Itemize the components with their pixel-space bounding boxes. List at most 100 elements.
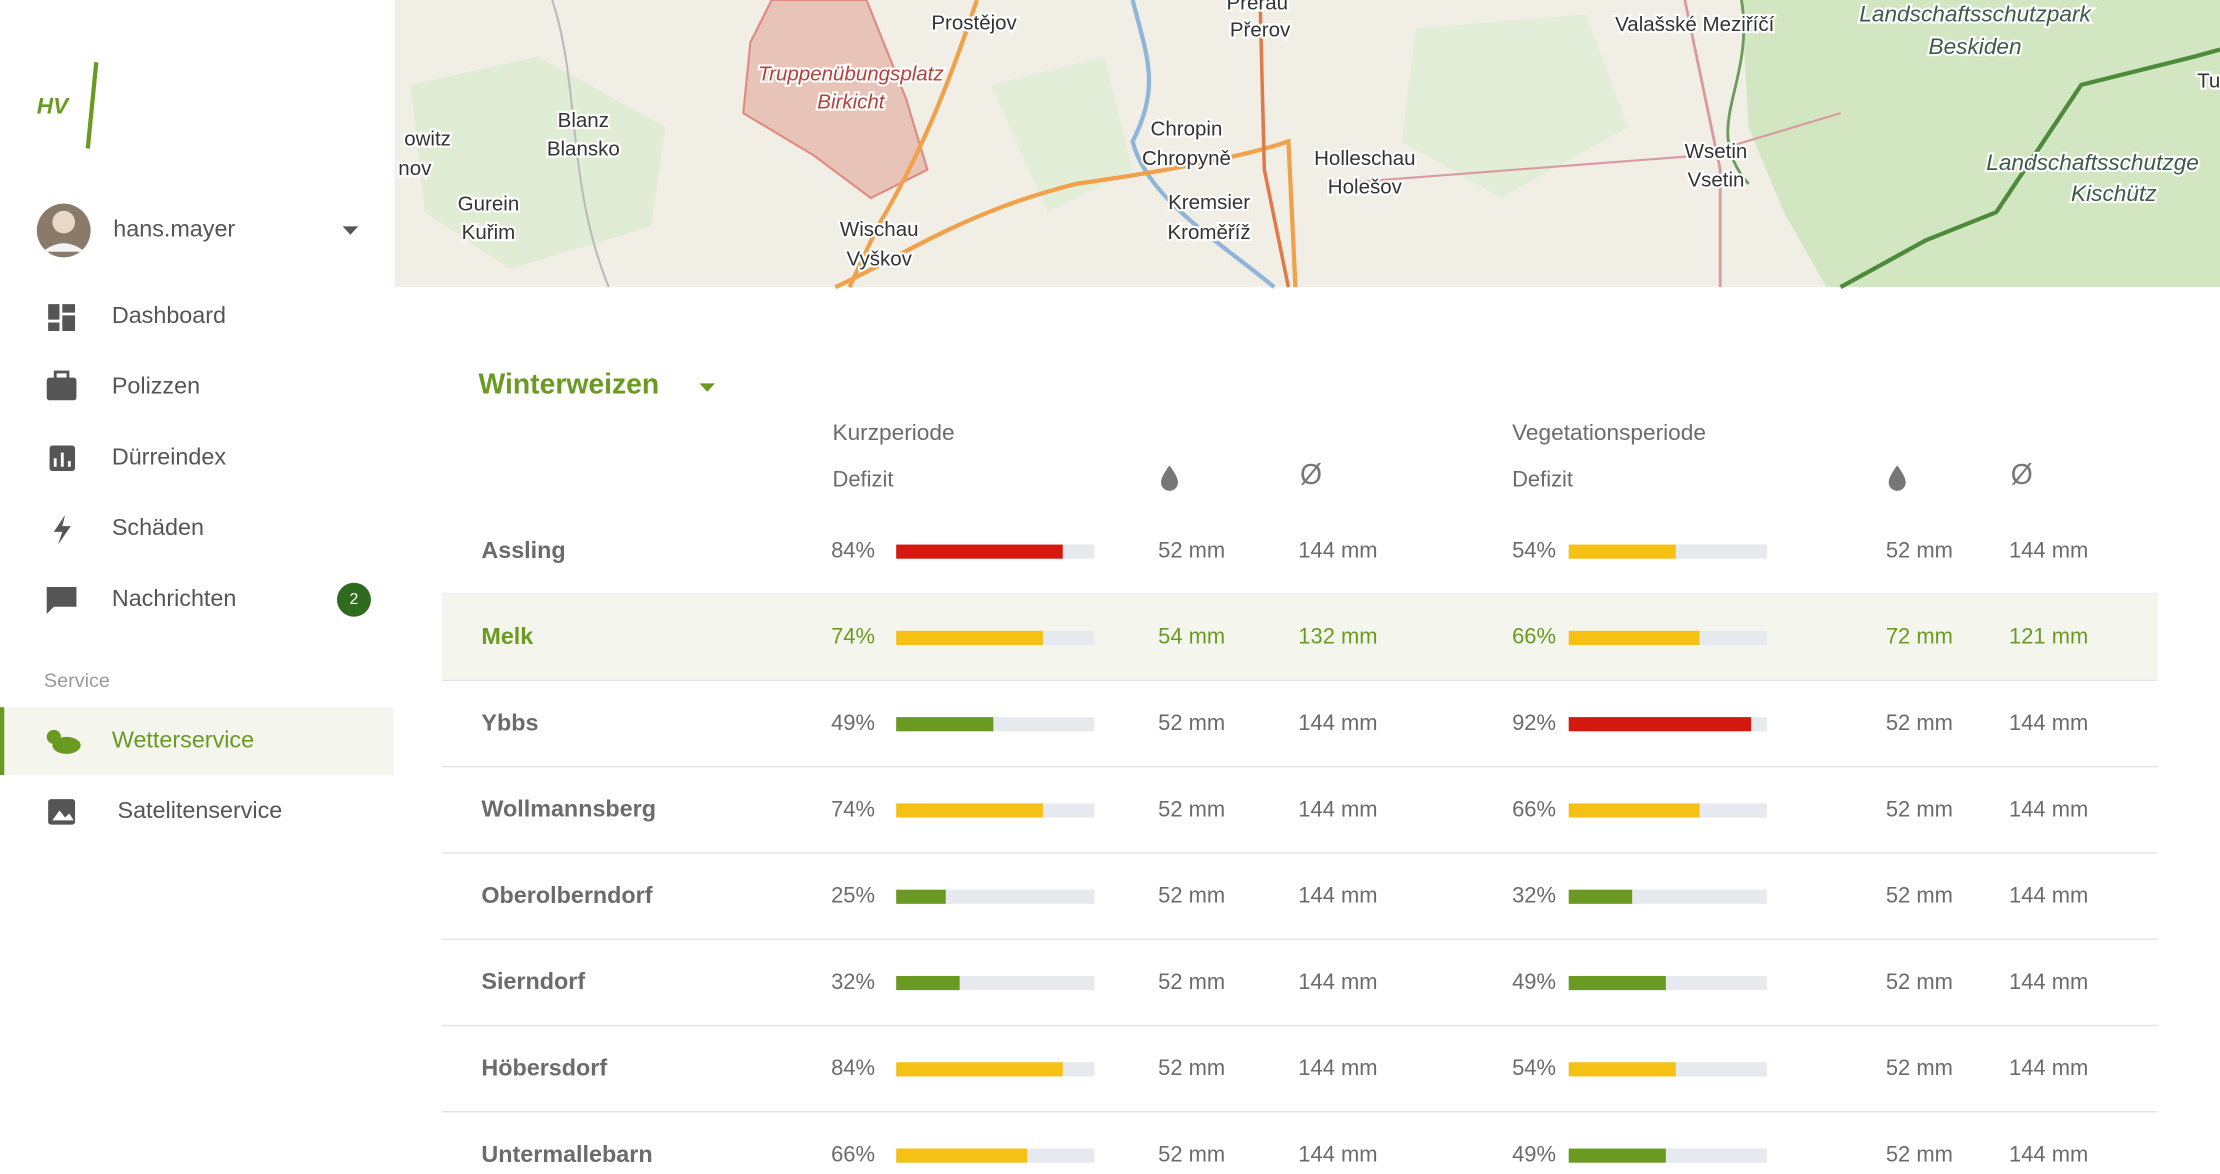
deficit-label: 66% <box>1512 624 1556 649</box>
row-name[interactable]: Ybbs <box>481 709 538 735</box>
active-indicator <box>0 707 4 775</box>
avg-value: 144 mm <box>1298 969 1377 994</box>
weather-icon-cloud <box>52 737 80 754</box>
deficit-bar <box>896 717 993 731</box>
avg-value: 144 mm <box>1298 710 1377 735</box>
crop-caret[interactable] <box>699 383 715 391</box>
deficit-bar <box>896 976 959 990</box>
deficit-label: 49% <box>1512 1141 1556 1166</box>
deficit-label: 54% <box>1512 537 1556 562</box>
avatar-face <box>52 211 75 234</box>
nav-label[interactable]: Dashboard <box>112 302 226 328</box>
map-label: Birkicht <box>817 91 886 114</box>
badge-count: 2 <box>350 591 359 608</box>
deficit-label: 49% <box>1512 969 1556 994</box>
nav-label[interactable]: Wetterservice <box>112 726 254 752</box>
rain-value: 52 mm <box>1886 1055 1953 1080</box>
row-name[interactable]: Sierndorf <box>481 968 585 994</box>
deficit-bar <box>1569 631 1700 645</box>
map-label: Vyškov <box>847 248 913 271</box>
deficit-label: 66% <box>1512 796 1556 821</box>
rain-value: 52 mm <box>1886 537 1953 562</box>
column-header: Ø <box>2011 458 2033 490</box>
avg-value: 144 mm <box>1298 883 1377 908</box>
map-label: Blanz <box>558 109 609 132</box>
deficit-bar <box>896 631 1043 645</box>
map-label: Kroměříž <box>1168 221 1251 244</box>
map-label: Holleschau <box>1314 147 1415 170</box>
row-name[interactable]: Oberolberndorf <box>481 882 652 908</box>
briefcase-icon <box>47 378 77 401</box>
map-label: Gurein <box>458 193 520 216</box>
rain-value: 52 mm <box>1886 710 1953 735</box>
table-row[interactable]: Oberolberndorf25%52 mm144 mm32%52 mm144 … <box>442 882 2158 939</box>
logo[interactable]: HV <box>37 93 70 118</box>
table-row[interactable]: Ybbs49%52 mm144 mm92%52 mm144 mm <box>442 709 2158 766</box>
map-label: owitz <box>404 127 451 150</box>
deficit-label: 49% <box>831 710 875 735</box>
row-name[interactable]: Wollmannsberg <box>481 796 656 822</box>
avg-value: 144 mm <box>1298 537 1377 562</box>
row-name[interactable]: Melk <box>481 623 533 649</box>
nav-label[interactable]: Schäden <box>112 514 204 540</box>
rain-icon <box>1889 465 1906 490</box>
deficit-bar <box>896 1062 1062 1076</box>
avg-value: 132 mm <box>1298 624 1377 649</box>
deficit-label: 25% <box>831 883 875 908</box>
avg-value: 144 mm <box>2009 710 2088 735</box>
nav-item[interactable]: Wetterservice <box>0 707 394 775</box>
table-row[interactable]: Sierndorf32%52 mm144 mm49%52 mm144 mm <box>442 968 2158 1025</box>
row-name[interactable]: Assling <box>481 537 565 563</box>
avg-value: 144 mm <box>2009 969 2088 994</box>
map-label: Landschaftsschutzpark <box>1859 2 2092 27</box>
deficit-label: 66% <box>831 1141 875 1166</box>
rain-value: 52 mm <box>1158 969 1225 994</box>
avg-value: 144 mm <box>2009 1141 2088 1166</box>
table-row[interactable]: Wollmannsberg74%52 mm144 mm66%52 mm144 m… <box>442 796 2158 853</box>
crop-select[interactable]: Winterweizen <box>479 368 660 400</box>
nav-label[interactable]: Dürreindex <box>112 443 226 469</box>
column-header: Ø <box>1300 458 1322 490</box>
map-label: Kuřim <box>462 221 516 244</box>
table-row[interactable]: Assling84%52 mm144 mm54%52 mm144 mm <box>442 537 2158 594</box>
map-label: Truppenübungsplatz <box>758 62 943 85</box>
avg-value: 144 mm <box>2009 1055 2088 1080</box>
column-header: Defizit <box>832 467 893 492</box>
avg-value: 144 mm <box>1298 796 1377 821</box>
group-title: Kurzperiode <box>832 420 954 445</box>
nav-label[interactable]: Satelitenservice <box>118 797 283 823</box>
map-label: Prostějov <box>931 11 1017 34</box>
avg-value: 144 mm <box>1298 1141 1377 1166</box>
deficit-bar <box>1569 890 1632 904</box>
deficit-bar <box>896 890 946 904</box>
row-name[interactable]: Untermallebarn <box>481 1141 652 1167</box>
nav-item[interactable]: Dashboard <box>48 302 226 331</box>
avg-value: 144 mm <box>2009 796 2088 821</box>
user-name[interactable]: hans.mayer <box>113 216 235 242</box>
map-label: Valašské Meziříčí <box>1615 13 1774 36</box>
row-name[interactable]: Höbersdorf <box>481 1055 607 1081</box>
nav-label[interactable]: Polizzen <box>112 373 200 399</box>
rain-value: 52 mm <box>1886 1141 1953 1166</box>
map[interactable]: Přerau Prostějov Přerov Valašské Meziříč… <box>395 0 2220 287</box>
avg-value: 144 mm <box>1298 1055 1377 1080</box>
table-row[interactable]: Melk74%54 mm132 mm66%72 mm121 mm <box>442 594 2158 680</box>
table-row[interactable]: Höbersdorf84%52 mm144 mm54%52 mm144 mm <box>442 1055 2158 1112</box>
map-label: Wsetin <box>1685 140 1748 163</box>
nav-label[interactable]: Nachrichten <box>112 585 237 611</box>
table-row[interactable]: Untermallebarn 66% 52 mm 144 mm 49% 52 mm 144 … <box>442 1141 2158 1174</box>
main: Winterweizen KurzperiodeDefizitØVegetati… <box>442 368 2158 1174</box>
deficit-bar <box>1569 803 1700 817</box>
deficit-bar <box>1569 545 1676 559</box>
rain-value: 72 mm <box>1886 624 1953 649</box>
deficit-label: 84% <box>831 1055 875 1080</box>
map-label: Blansko <box>547 137 620 160</box>
section-label: Service <box>44 670 110 692</box>
map-label: Přerov <box>1230 19 1291 42</box>
rain-value: 52 mm <box>1158 1141 1225 1166</box>
avg-value: 121 mm <box>2009 624 2088 649</box>
deficit-bar <box>896 1149 1027 1163</box>
